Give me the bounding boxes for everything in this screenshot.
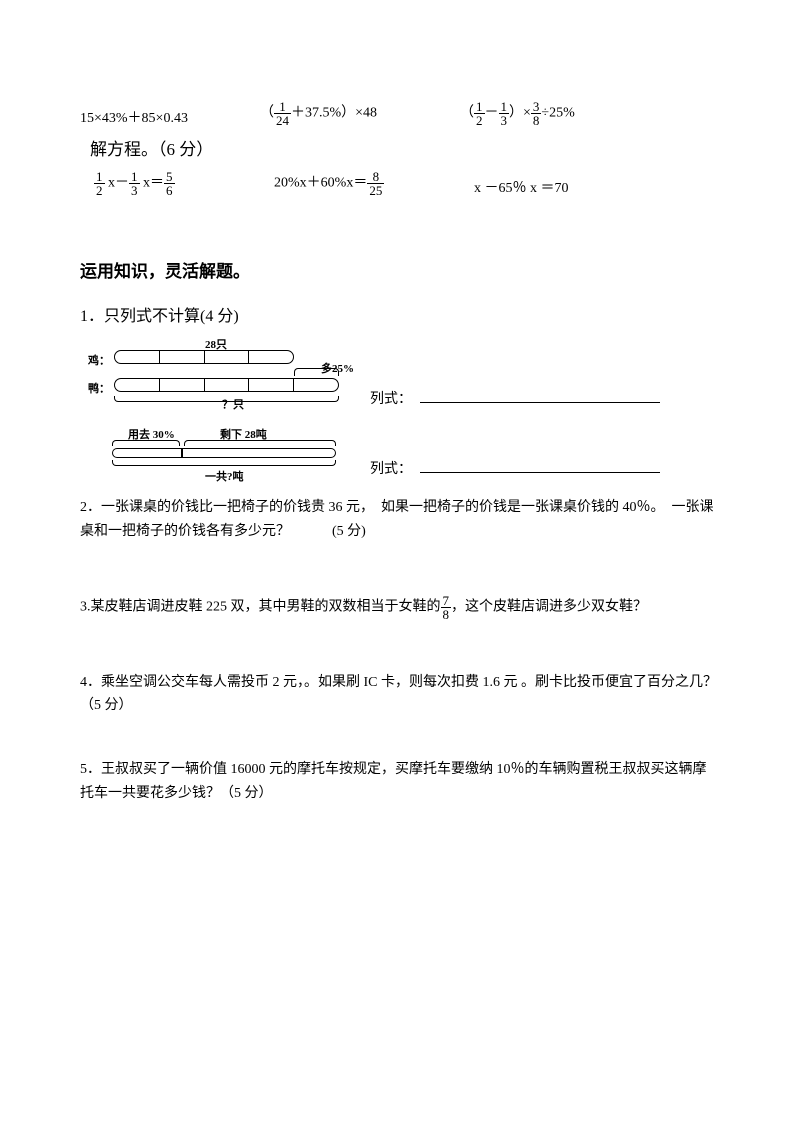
expr3-f2-num: 1 bbox=[499, 100, 510, 114]
expr2-suffix: ＋37.5%）×48 bbox=[291, 106, 377, 121]
eq2-frac-den: 25 bbox=[367, 184, 384, 197]
expr3-mid1: － bbox=[485, 106, 499, 121]
expr2: （124＋37.5%）×48 bbox=[260, 100, 460, 127]
section-title: 运用知识，灵活解题。 bbox=[80, 257, 720, 282]
eq2-frac-num: 8 bbox=[367, 170, 384, 184]
d2-brace-bottom bbox=[112, 460, 336, 466]
eq1-f1: 12 bbox=[94, 170, 105, 197]
q1-answer1-label: 列式： bbox=[370, 392, 412, 407]
d1-bar1 bbox=[114, 350, 294, 364]
expr1-text: 15×43%＋85×0.43 bbox=[80, 111, 188, 126]
eq1: 12 x－13 x＝56 bbox=[94, 170, 274, 197]
eq2: 20%x＋60%x＝825 bbox=[274, 170, 474, 197]
d1-left2-label: 鸭： bbox=[88, 380, 110, 396]
expr3-f1: 12 bbox=[474, 100, 485, 127]
d1-bottom-label: ？只 bbox=[222, 396, 244, 412]
q3-frac-num: 7 bbox=[441, 594, 452, 608]
expr3-f3: 38 bbox=[531, 100, 542, 127]
eq1-f2: 13 bbox=[129, 170, 140, 197]
expr2-prefix: （ bbox=[260, 106, 274, 121]
expr2-frac-den: 24 bbox=[274, 114, 291, 127]
solve-equations-title: 解方程。（6 分） bbox=[90, 135, 720, 160]
d2-brace1 bbox=[112, 440, 180, 446]
eq2-frac: 825 bbox=[367, 170, 384, 197]
expr3-suffix: ÷25% bbox=[541, 106, 574, 121]
q3-frac: 78 bbox=[441, 594, 452, 621]
eq1-f2-den: 3 bbox=[129, 184, 140, 197]
q1-answer1: 列式： bbox=[370, 385, 660, 408]
eq1-mid1: x－ bbox=[105, 176, 130, 191]
eq1-f3: 56 bbox=[164, 170, 175, 197]
expr2-frac: 124 bbox=[274, 100, 291, 127]
q1-answer2-line bbox=[420, 455, 660, 473]
q1-diagram1: 28只 鸡： 鸭： 多25% ？只 bbox=[110, 338, 340, 408]
expr3-f3-num: 3 bbox=[531, 100, 542, 114]
expr3-f2: 13 bbox=[499, 100, 510, 127]
d2-bar bbox=[112, 448, 336, 458]
d1-left1-label: 鸡： bbox=[88, 352, 110, 368]
expr2-frac-num: 1 bbox=[274, 100, 291, 114]
eq3: x －65％ x ＝70 bbox=[474, 177, 720, 197]
d2-brace2 bbox=[184, 440, 336, 446]
q3-prefix: 3.某皮鞋店调进皮鞋 225 双，其中男鞋的双数相当于女鞋的 bbox=[80, 599, 441, 614]
q2: 2．一张课桌的价钱比一把椅子的价钱贵 36 元， 如果一把椅子的价钱是一张课桌价… bbox=[80, 496, 720, 544]
d1-bar2 bbox=[114, 378, 339, 392]
expr3-f3-den: 8 bbox=[531, 114, 542, 127]
d1-right-label: 多25% bbox=[321, 360, 354, 376]
q1-title: 1．只列式不计算(4 分) bbox=[80, 302, 720, 326]
eq2-prefix: 20%x＋60%x＝ bbox=[274, 176, 367, 191]
expr3-f2-den: 3 bbox=[499, 114, 510, 127]
expr1: 15×43%＋85×0.43 bbox=[80, 107, 260, 127]
expr3-mid2: ）× bbox=[509, 106, 531, 121]
q1-answer1-line bbox=[420, 385, 660, 403]
eq1-f3-den: 6 bbox=[164, 184, 175, 197]
d2-bottom-label: 一共?吨 bbox=[205, 468, 244, 484]
q3: 3.某皮鞋店调进皮鞋 225 双，其中男鞋的双数相当于女鞋的78，这个皮鞋店调进… bbox=[80, 594, 720, 621]
expr3: （12－13）×38÷25% bbox=[460, 100, 720, 127]
eq1-mid2: x＝ bbox=[140, 176, 165, 191]
d2-divider bbox=[181, 448, 183, 458]
q1-answer2-label: 列式： bbox=[370, 462, 412, 477]
q1-answer2: 列式： bbox=[370, 455, 660, 478]
q5: 5．王叔叔买了一辆价值 16000 元的摩托车按规定，买摩托车要缴纳 10％的车… bbox=[80, 758, 720, 806]
q1-diagram2-container: 用去 30% 剩下 28吨 一共?吨 列式： bbox=[80, 428, 720, 478]
eq1-f3-num: 5 bbox=[164, 170, 175, 184]
q4: 4．乘坐空调公交车每人需投币 2 元，。如果刷 IC 卡，则每次扣费 1.6 元… bbox=[80, 671, 720, 719]
eq1-f1-num: 1 bbox=[94, 170, 105, 184]
expr3-f1-den: 2 bbox=[474, 114, 485, 127]
eq1-f2-num: 1 bbox=[129, 170, 140, 184]
expr3-prefix: （ bbox=[460, 106, 474, 121]
q1-diagram2: 用去 30% 剩下 28吨 一共?吨 bbox=[110, 428, 340, 478]
eq3-text: x －65％ x ＝70 bbox=[474, 181, 569, 196]
eq1-f1-den: 2 bbox=[94, 184, 105, 197]
expression-row-1: 15×43%＋85×0.43 （124＋37.5%）×48 （12－13）×38… bbox=[80, 100, 720, 127]
q1-diagram1-container: 28只 鸡： 鸭： 多25% ？只 列式： bbox=[80, 338, 720, 408]
expr3-f1-num: 1 bbox=[474, 100, 485, 114]
q3-suffix: ，这个皮鞋店调进多少双女鞋？ bbox=[451, 599, 647, 614]
equation-row: 12 x－13 x＝56 20%x＋60%x＝825 x －65％ x ＝70 bbox=[94, 170, 720, 197]
q3-frac-den: 8 bbox=[441, 608, 452, 621]
